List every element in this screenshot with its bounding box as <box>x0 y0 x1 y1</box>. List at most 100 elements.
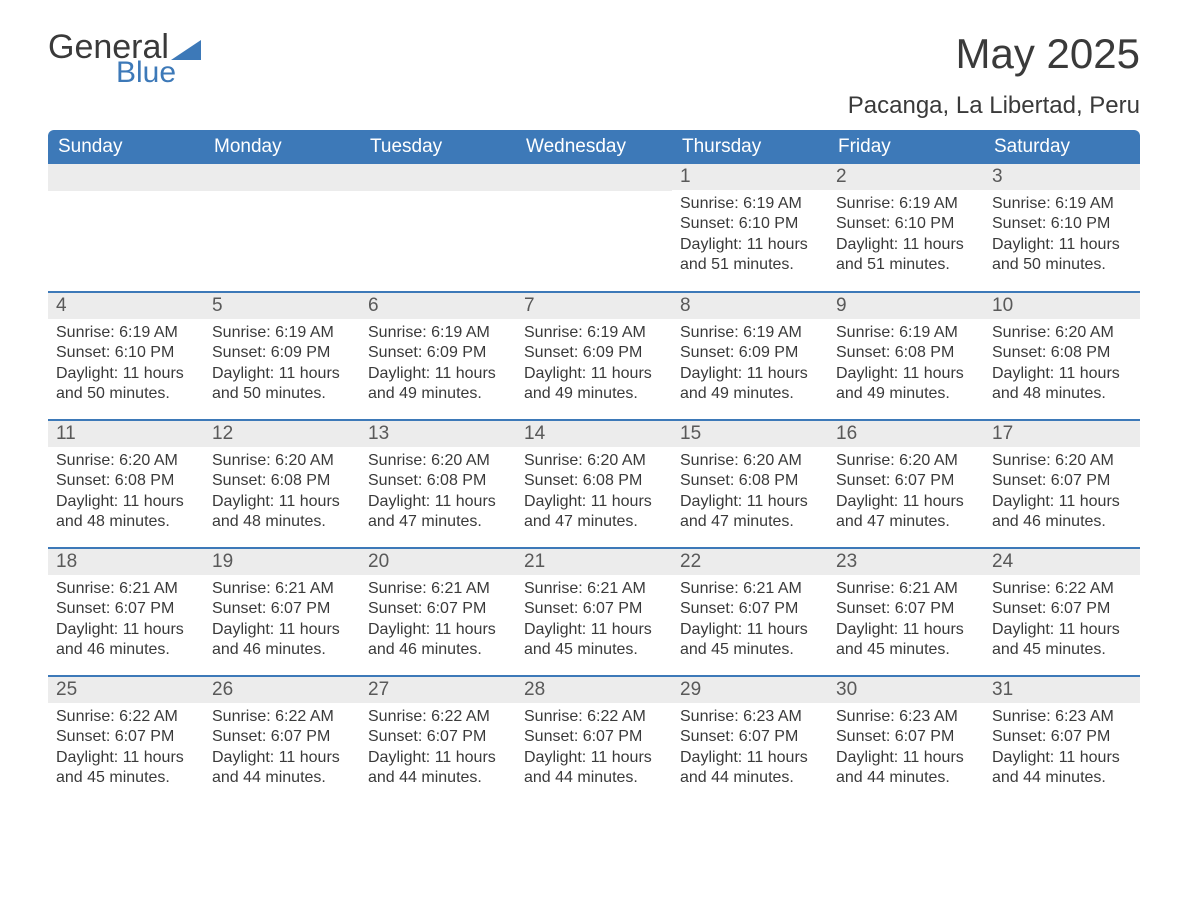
day-number: 6 <box>360 293 516 319</box>
weekday-header: Wednesday <box>516 130 672 164</box>
day-number: 19 <box>204 549 360 575</box>
daylight-line-1: Daylight: 11 hours <box>212 364 352 384</box>
daylight-line-1: Daylight: 11 hours <box>992 492 1132 512</box>
daylight-line-1: Daylight: 11 hours <box>680 492 820 512</box>
sunrise-line: Sunrise: 6:19 AM <box>56 323 196 343</box>
daylight-line-2: and 49 minutes. <box>524 384 664 404</box>
empty-daynum <box>48 164 204 191</box>
calendar-cell: 3Sunrise: 6:19 AMSunset: 6:10 PMDaylight… <box>984 164 1140 292</box>
sunset-line: Sunset: 6:07 PM <box>212 727 352 747</box>
calendar-cell: 26Sunrise: 6:22 AMSunset: 6:07 PMDayligh… <box>204 676 360 804</box>
sunset-line: Sunset: 6:09 PM <box>212 343 352 363</box>
day-number: 16 <box>828 421 984 447</box>
daylight-line-2: and 49 minutes. <box>836 384 976 404</box>
calendar-cell: 19Sunrise: 6:21 AMSunset: 6:07 PMDayligh… <box>204 548 360 676</box>
day-body: Sunrise: 6:21 AMSunset: 6:07 PMDaylight:… <box>516 575 672 669</box>
daylight-line-1: Daylight: 11 hours <box>212 492 352 512</box>
sunrise-line: Sunrise: 6:21 AM <box>56 579 196 599</box>
logo-text-blue: Blue <box>116 58 201 88</box>
calendar-week-row: 11Sunrise: 6:20 AMSunset: 6:08 PMDayligh… <box>48 420 1140 548</box>
calendar-cell: 12Sunrise: 6:20 AMSunset: 6:08 PMDayligh… <box>204 420 360 548</box>
daylight-line-1: Daylight: 11 hours <box>524 492 664 512</box>
sunset-line: Sunset: 6:07 PM <box>56 727 196 747</box>
day-body: Sunrise: 6:23 AMSunset: 6:07 PMDaylight:… <box>984 703 1140 797</box>
daylight-line-1: Daylight: 11 hours <box>992 235 1132 255</box>
daylight-line-2: and 45 minutes. <box>524 640 664 660</box>
day-body: Sunrise: 6:22 AMSunset: 6:07 PMDaylight:… <box>360 703 516 797</box>
calendar-cell: 30Sunrise: 6:23 AMSunset: 6:07 PMDayligh… <box>828 676 984 804</box>
daylight-line-2: and 46 minutes. <box>368 640 508 660</box>
daylight-line-1: Daylight: 11 hours <box>680 364 820 384</box>
day-number: 18 <box>48 549 204 575</box>
day-number: 2 <box>828 164 984 190</box>
daylight-line-2: and 44 minutes. <box>212 768 352 788</box>
day-number: 3 <box>984 164 1140 190</box>
daylight-line-2: and 49 minutes. <box>680 384 820 404</box>
day-number: 22 <box>672 549 828 575</box>
calendar-cell: 6Sunrise: 6:19 AMSunset: 6:09 PMDaylight… <box>360 292 516 420</box>
calendar-cell: 5Sunrise: 6:19 AMSunset: 6:09 PMDaylight… <box>204 292 360 420</box>
day-body: Sunrise: 6:19 AMSunset: 6:08 PMDaylight:… <box>828 319 984 413</box>
day-number: 24 <box>984 549 1140 575</box>
day-number: 27 <box>360 677 516 703</box>
sunrise-line: Sunrise: 6:20 AM <box>836 451 976 471</box>
daylight-line-2: and 44 minutes. <box>992 768 1132 788</box>
daylight-line-2: and 44 minutes. <box>368 768 508 788</box>
daylight-line-2: and 44 minutes. <box>680 768 820 788</box>
weekday-header: Tuesday <box>360 130 516 164</box>
sunset-line: Sunset: 6:07 PM <box>836 727 976 747</box>
sunset-line: Sunset: 6:07 PM <box>212 599 352 619</box>
calendar-cell: 11Sunrise: 6:20 AMSunset: 6:08 PMDayligh… <box>48 420 204 548</box>
day-body: Sunrise: 6:19 AMSunset: 6:10 PMDaylight:… <box>828 190 984 284</box>
daylight-line-2: and 47 minutes. <box>524 512 664 532</box>
sunrise-line: Sunrise: 6:19 AM <box>680 194 820 214</box>
day-number: 12 <box>204 421 360 447</box>
daylight-line-2: and 48 minutes. <box>992 384 1132 404</box>
daylight-line-1: Daylight: 11 hours <box>836 492 976 512</box>
day-body: Sunrise: 6:23 AMSunset: 6:07 PMDaylight:… <box>672 703 828 797</box>
daylight-line-2: and 46 minutes. <box>56 640 196 660</box>
sunset-line: Sunset: 6:07 PM <box>992 599 1132 619</box>
day-body: Sunrise: 6:22 AMSunset: 6:07 PMDaylight:… <box>48 703 204 797</box>
sunrise-line: Sunrise: 6:20 AM <box>368 451 508 471</box>
daylight-line-2: and 44 minutes. <box>836 768 976 788</box>
location-subtitle: Pacanga, La Libertad, Peru <box>848 92 1140 120</box>
day-body: Sunrise: 6:19 AMSunset: 6:10 PMDaylight:… <box>672 190 828 284</box>
daylight-line-1: Daylight: 11 hours <box>56 620 196 640</box>
calendar-cell: 23Sunrise: 6:21 AMSunset: 6:07 PMDayligh… <box>828 548 984 676</box>
daylight-line-2: and 45 minutes. <box>836 640 976 660</box>
daylight-line-2: and 45 minutes. <box>56 768 196 788</box>
day-number: 21 <box>516 549 672 575</box>
sunrise-line: Sunrise: 6:19 AM <box>368 323 508 343</box>
daylight-line-1: Daylight: 11 hours <box>212 748 352 768</box>
sunrise-line: Sunrise: 6:21 AM <box>524 579 664 599</box>
daylight-line-2: and 47 minutes. <box>368 512 508 532</box>
sunrise-line: Sunrise: 6:23 AM <box>680 707 820 727</box>
sunset-line: Sunset: 6:08 PM <box>836 343 976 363</box>
sunrise-line: Sunrise: 6:21 AM <box>212 579 352 599</box>
weekday-header: Thursday <box>672 130 828 164</box>
daylight-line-1: Daylight: 11 hours <box>56 364 196 384</box>
sunrise-line: Sunrise: 6:21 AM <box>368 579 508 599</box>
sunset-line: Sunset: 6:07 PM <box>992 727 1132 747</box>
sunset-line: Sunset: 6:10 PM <box>836 214 976 234</box>
sunrise-line: Sunrise: 6:20 AM <box>992 451 1132 471</box>
calendar-cell: 1Sunrise: 6:19 AMSunset: 6:10 PMDaylight… <box>672 164 828 292</box>
calendar-cell: 22Sunrise: 6:21 AMSunset: 6:07 PMDayligh… <box>672 548 828 676</box>
day-number: 15 <box>672 421 828 447</box>
sunrise-line: Sunrise: 6:22 AM <box>524 707 664 727</box>
day-body: Sunrise: 6:20 AMSunset: 6:08 PMDaylight:… <box>360 447 516 541</box>
daylight-line-2: and 47 minutes. <box>680 512 820 532</box>
sunset-line: Sunset: 6:10 PM <box>680 214 820 234</box>
sunset-line: Sunset: 6:07 PM <box>836 599 976 619</box>
weekday-header: Monday <box>204 130 360 164</box>
sunrise-line: Sunrise: 6:22 AM <box>368 707 508 727</box>
daylight-line-1: Daylight: 11 hours <box>836 620 976 640</box>
daylight-line-2: and 47 minutes. <box>836 512 976 532</box>
calendar-table: SundayMondayTuesdayWednesdayThursdayFrid… <box>48 130 1140 804</box>
calendar-cell: 20Sunrise: 6:21 AMSunset: 6:07 PMDayligh… <box>360 548 516 676</box>
daylight-line-2: and 49 minutes. <box>368 384 508 404</box>
sunrise-line: Sunrise: 6:22 AM <box>212 707 352 727</box>
day-number: 9 <box>828 293 984 319</box>
sunset-line: Sunset: 6:09 PM <box>524 343 664 363</box>
